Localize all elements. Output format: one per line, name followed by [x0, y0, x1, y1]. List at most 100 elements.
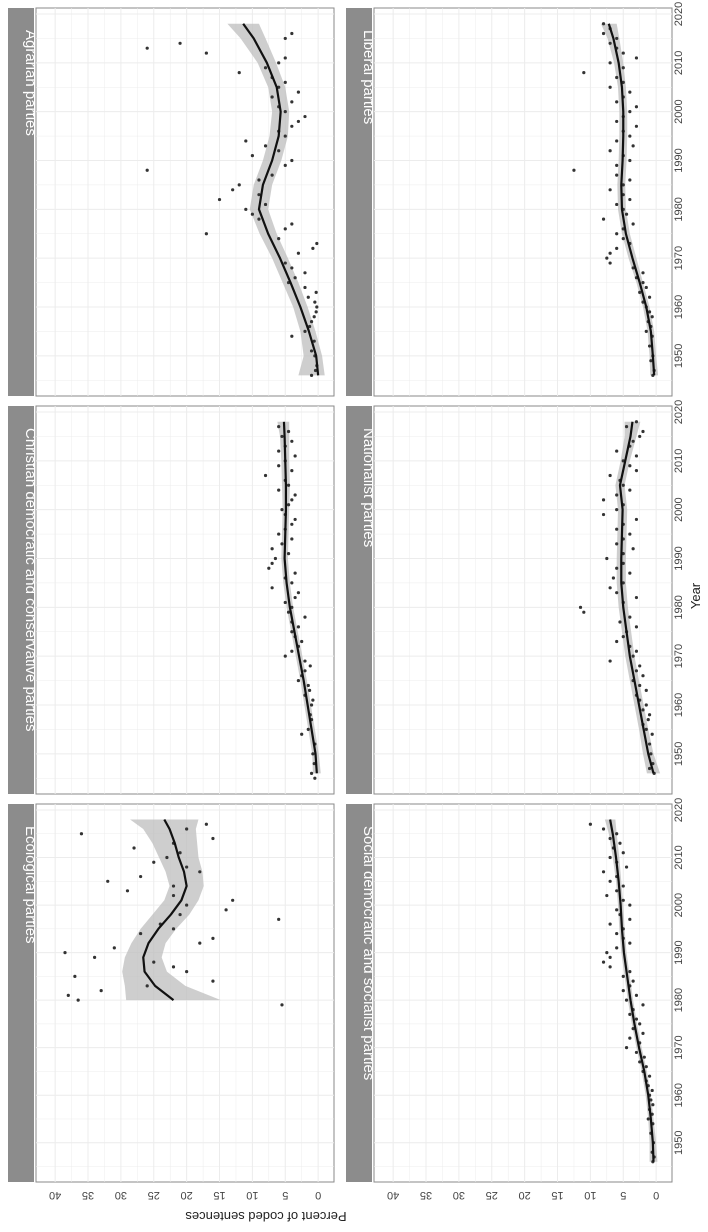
data-point — [621, 581, 625, 585]
y-tick-label: 20 — [519, 1189, 531, 1201]
x-tick-label: 1960 — [673, 1083, 685, 1107]
data-point — [283, 36, 287, 41]
data-point — [644, 703, 648, 707]
data-point — [293, 276, 297, 280]
data-point — [608, 965, 612, 969]
data-point — [641, 1031, 645, 1036]
data-point — [641, 708, 645, 712]
data-point — [224, 908, 228, 912]
data-point — [621, 66, 625, 70]
facet-panel: Ecological parties 0 5 10 15 20 25 30 35 40 — [8, 803, 335, 1201]
data-point — [283, 600, 287, 605]
data-point — [277, 237, 281, 241]
data-point — [647, 295, 652, 299]
data-point — [198, 941, 202, 945]
data-point — [306, 683, 310, 688]
data-point — [290, 439, 294, 443]
data-point — [231, 188, 235, 192]
x-tick-label: 1950 — [673, 742, 685, 766]
data-point — [628, 197, 632, 202]
data-point — [257, 178, 261, 182]
data-point — [283, 134, 287, 138]
x-tick-label: 2010 — [673, 51, 685, 75]
data-point — [628, 970, 632, 974]
data-point — [286, 552, 291, 556]
data-point — [290, 100, 294, 104]
data-point — [283, 227, 287, 231]
data-point — [621, 237, 625, 241]
data-point — [237, 183, 241, 187]
x-tick-label: 1980 — [673, 595, 685, 619]
data-point — [145, 46, 149, 50]
data-point — [608, 879, 612, 883]
data-point — [296, 90, 301, 94]
data-point — [608, 149, 612, 153]
data-point — [303, 615, 307, 619]
data-point — [311, 246, 315, 250]
data-point — [615, 639, 619, 644]
data-point — [621, 561, 625, 565]
data-point — [628, 941, 632, 945]
data-point — [263, 473, 268, 478]
data-point — [178, 851, 182, 855]
facet-strip — [346, 8, 372, 396]
y-tick-label: 35 — [82, 1189, 94, 1201]
data-point — [615, 591, 619, 595]
data-point — [615, 832, 619, 836]
data-point — [615, 542, 619, 546]
facet-strip — [8, 406, 34, 794]
data-point — [631, 222, 635, 226]
data-point — [125, 889, 130, 893]
data-point — [314, 290, 318, 294]
data-point — [277, 464, 281, 468]
facet-title: Ecological parties — [22, 826, 39, 944]
data-point — [634, 124, 639, 128]
data-point — [647, 742, 652, 746]
facet-title: Nationalist parties — [360, 428, 377, 547]
data-point — [628, 903, 632, 907]
data-point — [638, 290, 642, 294]
data-point — [628, 488, 632, 492]
data-point — [290, 649, 294, 653]
data-point — [631, 654, 635, 658]
data-point — [631, 979, 635, 983]
data-point — [250, 212, 254, 216]
data-point — [650, 315, 654, 319]
data-point — [634, 517, 639, 522]
data-point — [277, 149, 281, 153]
x-tick-label: 2020 — [673, 798, 685, 822]
y-tick-label: 25 — [486, 1189, 498, 1201]
data-point — [198, 870, 202, 874]
data-point — [644, 329, 648, 334]
data-point — [641, 1003, 645, 1007]
data-point — [638, 1060, 642, 1064]
data-point — [293, 517, 297, 522]
data-point — [306, 727, 310, 732]
data-point — [638, 683, 642, 688]
trend-line — [609, 819, 655, 1162]
data-point — [277, 917, 281, 921]
data-point — [313, 776, 317, 780]
data-point — [624, 212, 629, 216]
data-point — [303, 329, 307, 334]
y-tick-label: 40 — [387, 1189, 399, 1201]
confidence-band — [277, 421, 321, 774]
data-point — [618, 620, 622, 624]
data-point — [624, 865, 629, 869]
data-point — [601, 31, 606, 36]
data-point — [293, 595, 297, 600]
y-tick-label: 40 — [49, 1189, 61, 1201]
x-tick-label: 2000 — [673, 497, 685, 521]
trend-line — [618, 421, 655, 774]
data-point — [211, 979, 215, 983]
data-point — [615, 946, 619, 950]
facet-strip — [346, 406, 372, 794]
data-point — [283, 163, 287, 167]
y-tick-label: 10 — [584, 1189, 596, 1201]
data-point — [250, 154, 254, 158]
data-point — [211, 936, 215, 940]
data-point — [63, 950, 67, 955]
data-point — [608, 61, 612, 65]
data-point — [608, 85, 612, 89]
data-point — [76, 998, 80, 1002]
